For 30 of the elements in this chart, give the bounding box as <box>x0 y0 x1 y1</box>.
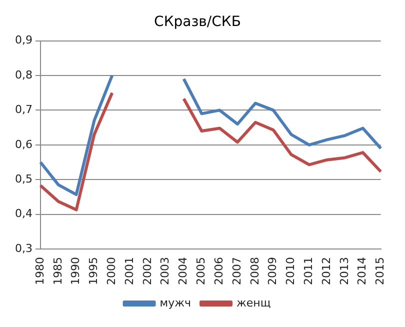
x-tick-label: 2011 <box>302 257 316 286</box>
y-tick-label: 0,6 <box>14 138 32 151</box>
x-tick-label: 2001 <box>122 257 136 286</box>
x-tick-label: 2000 <box>104 257 118 286</box>
x-tick-label: 2012 <box>320 257 333 286</box>
x-tick-label: 1985 <box>51 257 64 286</box>
x-tick-label: 2004 <box>176 257 190 286</box>
x-tick-label: 2010 <box>284 257 298 286</box>
y-tick-label: 0,9 <box>14 34 32 47</box>
x-tick-label: 2008 <box>248 257 262 286</box>
x-tick-label: 2007 <box>230 257 244 286</box>
x-tick-label: 2015 <box>374 257 387 286</box>
x-tick-label: 2009 <box>266 257 280 286</box>
x-tick-label: 2013 <box>338 257 351 286</box>
y-tick-label: 0,5 <box>14 172 32 186</box>
x-tick-label: 2014 <box>356 257 369 286</box>
x-tick-label: 2003 <box>158 257 172 286</box>
y-tick-label: 0,3 <box>14 242 32 255</box>
x-tick-label: 2002 <box>140 257 154 286</box>
chart-title: СКразв/СКБ <box>154 14 241 30</box>
legend-label: мужч <box>160 296 191 310</box>
y-tick-label: 0,7 <box>14 103 32 116</box>
y-tick-label: 0,4 <box>14 207 32 220</box>
x-tick-label: 2006 <box>212 257 226 286</box>
legend-label: женщ <box>236 296 271 310</box>
x-tick-label: 1980 <box>33 257 46 286</box>
x-tick-label: 2005 <box>194 257 208 286</box>
x-tick-label: 1995 <box>87 257 100 286</box>
x-tick-label: 1990 <box>69 257 82 286</box>
y-tick-label: 0,8 <box>14 68 32 82</box>
